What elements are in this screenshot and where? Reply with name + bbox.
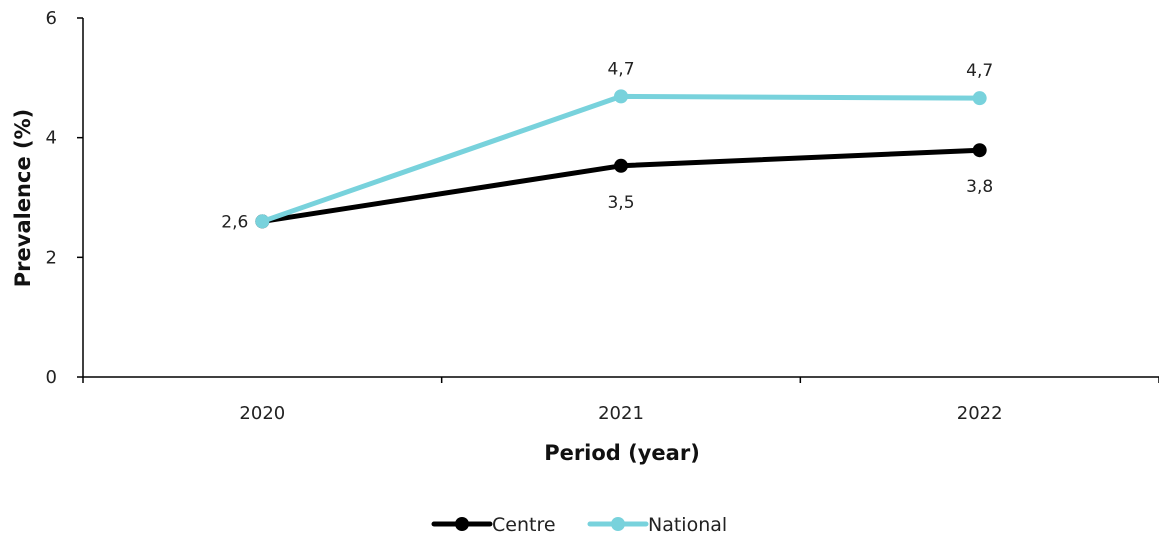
y-tick-label: 0 (46, 367, 57, 388)
legend-swatch-marker (455, 517, 469, 531)
x-tick-label: 2020 (239, 403, 285, 424)
data-point-centre (614, 158, 628, 173)
y-tick-label: 6 (46, 8, 57, 29)
legend: Centre National (431, 514, 727, 536)
y-axis-title: Prevalence (%) (11, 109, 35, 287)
x-axis: 2020 2021 2022 (82, 376, 1159, 424)
data-label: 3,8 (966, 177, 993, 197)
data-point-national (614, 89, 628, 104)
data-labels: 2,6 3,5 3,8 4,7 4,7 (221, 59, 993, 232)
data-label: 4,7 (966, 61, 993, 81)
legend-label: Centre (492, 514, 556, 536)
x-tick-label: 2022 (957, 403, 1003, 424)
data-label: 4,7 (607, 59, 634, 79)
series-layer (255, 89, 987, 229)
legend-label: National (648, 514, 727, 536)
legend-swatch-marker (611, 517, 625, 531)
data-point-national (972, 91, 987, 106)
data-label: 3,5 (607, 193, 634, 213)
y-axis: 0 2 4 6 (46, 8, 84, 388)
data-point-national (255, 214, 270, 229)
data-label: 2,6 (221, 212, 248, 232)
y-tick-label: 2 (46, 247, 57, 268)
y-tick-label: 4 (46, 128, 57, 149)
x-tick-label: 2021 (598, 403, 644, 424)
data-point-centre (972, 143, 987, 158)
x-axis-title: Period (year) (544, 441, 700, 465)
